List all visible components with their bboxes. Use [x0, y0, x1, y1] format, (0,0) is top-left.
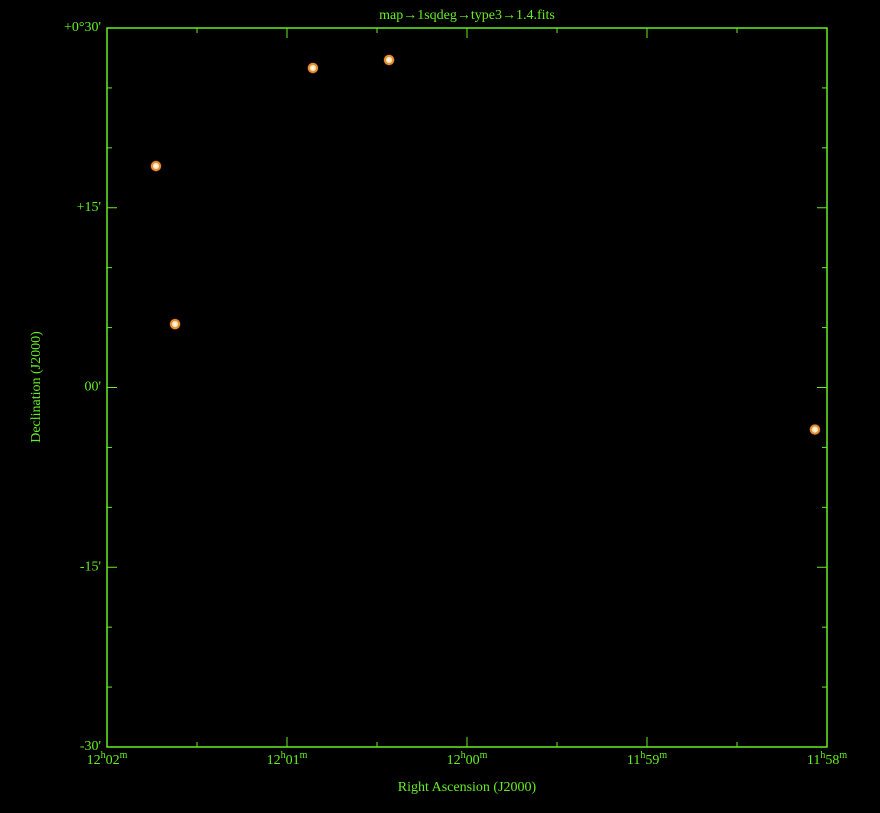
- chart-title: map→1sqdeg→type3→1.4.fits: [379, 8, 555, 23]
- y-tick-label: 00': [84, 380, 101, 395]
- x-axis-label: Right Ascension (J2000): [398, 780, 537, 795]
- background: [0, 0, 880, 808]
- y-tick-label: +15': [77, 200, 101, 215]
- y-tick-label: -15': [80, 559, 101, 574]
- page: map→1sqdeg→type3→1.4.fits Right Ascensio…: [0, 0, 880, 808]
- y-axis-label: Declination (J2000): [29, 331, 44, 443]
- y-tick-label: +0°30': [64, 20, 101, 35]
- y-tick-label: -30': [80, 739, 101, 754]
- chart: map→1sqdeg→type3→1.4.fits Right Ascensio…: [0, 0, 880, 808]
